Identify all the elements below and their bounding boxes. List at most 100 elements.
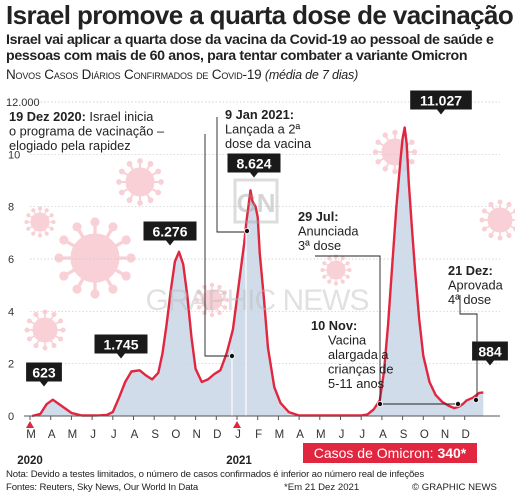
virus-spike-tip <box>72 284 82 294</box>
year-label: 2021 <box>226 455 252 467</box>
peak-label-box <box>410 90 472 110</box>
virus-spike-tip <box>51 219 56 225</box>
virus-spike-tip <box>392 129 398 136</box>
x-tick-label: J <box>111 429 117 441</box>
virus-spike-tip <box>42 309 48 315</box>
virus-spike-tip <box>108 284 118 294</box>
virus-spike-tip <box>59 235 69 245</box>
virus-spike-tip <box>24 219 29 225</box>
virus-icon <box>24 206 56 238</box>
peak-label: 8.624 <box>236 156 271 172</box>
virus-body <box>201 289 223 311</box>
footer-sources: Fontes: Reuters, Sky News, Our World In … <box>6 482 199 493</box>
chart-background <box>24 129 515 351</box>
annotation-text: 10 Nov: Vacina alargada a crianças de 5-11 a… <box>311 318 393 391</box>
x-tick-label: J <box>235 429 241 441</box>
virus-spike-tip <box>488 201 494 207</box>
peak-label-pointer <box>250 172 258 178</box>
virus-spike-tip <box>375 159 381 165</box>
x-tick-label: M <box>26 429 36 441</box>
virus-spike-tip <box>347 267 352 273</box>
virus-spike-tip <box>409 139 415 145</box>
virus-spike-tip <box>488 233 494 239</box>
virus-spike-tip <box>118 189 125 196</box>
virus-spike-tip <box>118 168 125 175</box>
peak-label-pointer <box>437 109 445 115</box>
year-label: 2020 <box>17 455 43 467</box>
peak-label-pointer <box>166 240 174 246</box>
y-tick-label: 0 <box>8 411 14 423</box>
virus-spike-tip <box>333 254 339 259</box>
virus-spike-tip <box>481 226 487 232</box>
x-tick-label: N <box>441 429 449 441</box>
virus-spike-tip <box>327 279 332 284</box>
peak-label-pointer <box>40 381 48 387</box>
virus-spike-tip <box>51 311 57 317</box>
virus-spike-tip <box>37 206 43 211</box>
chart-title-main: Novos Casos Diários Confirmados de Covid… <box>6 67 262 82</box>
peak-label-box <box>472 341 508 361</box>
chart-callouts: 623 1.745 6.276 8.624 11.027 884 19 Dez 2020: … <box>9 90 508 407</box>
peak-label: 1.745 <box>103 337 138 353</box>
virus-spike-tip <box>121 271 131 281</box>
virus-spike-tip <box>327 256 332 261</box>
virus-spike-tip <box>58 336 64 342</box>
peak-label-pointer <box>117 353 125 359</box>
virus-spike-tip <box>116 179 122 185</box>
y-tick-label: 10 <box>8 149 20 161</box>
virus-spike-tip <box>37 233 43 238</box>
virus-spike-tip <box>49 213 54 218</box>
x-tick-label: O <box>420 429 429 441</box>
virus-spike-tip <box>345 261 350 266</box>
x-tick-label: A <box>131 429 139 441</box>
virus-spike-tip <box>340 279 345 284</box>
annotation-text: 9 Jan 2021: Lançada a 2ª dose da vacina <box>225 107 312 151</box>
watermark-text: GRAPHIC NEWS <box>145 284 368 317</box>
virus-icon <box>24 309 66 351</box>
virus-spike-tip <box>121 235 131 245</box>
virus-icon <box>116 158 164 206</box>
virus-spike-tip <box>31 231 36 236</box>
virus-spike-tip <box>72 222 82 232</box>
virus-spike-tip <box>320 267 325 273</box>
virus-spike-tip <box>479 217 485 223</box>
virus-spike-tip <box>126 197 133 204</box>
x-tick-label: N <box>192 429 200 441</box>
virus-spike-tip <box>333 281 339 286</box>
virus-spike-tip <box>322 261 327 266</box>
cases-line <box>31 126 484 418</box>
peak-label-box <box>143 221 197 241</box>
virus-spike-tip <box>108 222 118 232</box>
virus-spike-tip <box>322 274 327 279</box>
watermark: GN GRAPHIC NEWS <box>145 178 370 317</box>
x-tick-label: M <box>275 429 285 441</box>
footer-brand: © GRAPHIC NEWS <box>412 482 497 493</box>
footer-note: Nota: Devido a testes limitados, o númer… <box>6 469 425 480</box>
omicron-value: 340* <box>437 445 467 461</box>
virus-spike-tip <box>147 160 154 167</box>
virus-spike-tip <box>126 253 136 263</box>
peak-label: 884 <box>478 344 502 360</box>
logo-text: GN <box>237 188 276 218</box>
virus-spike-tip <box>222 290 228 295</box>
virus-spike-tip <box>196 290 202 295</box>
virus-spike-tip <box>217 284 222 290</box>
virus-spike-tip <box>137 200 143 206</box>
virus-spike-tip <box>44 231 49 236</box>
peak-label: 11.027 <box>420 93 462 109</box>
event-dot <box>376 400 383 407</box>
x-tick-label: O <box>171 429 180 441</box>
virus-spike-tip <box>497 235 503 241</box>
virus-spike-tip <box>137 158 143 164</box>
virus-spike-tip <box>26 318 32 324</box>
page-subtitle: Israel vai aplicar a quarta dose da vaci… <box>6 32 494 64</box>
y-tick-label: 4 <box>8 306 14 318</box>
x-tick-label: M <box>68 429 78 441</box>
virus-spike-tip <box>194 297 200 303</box>
virus-spike-tip <box>58 318 64 324</box>
x-tick-label: J <box>339 429 345 441</box>
virus-spike-tip <box>49 226 54 231</box>
peak-label-pointer <box>486 360 494 366</box>
